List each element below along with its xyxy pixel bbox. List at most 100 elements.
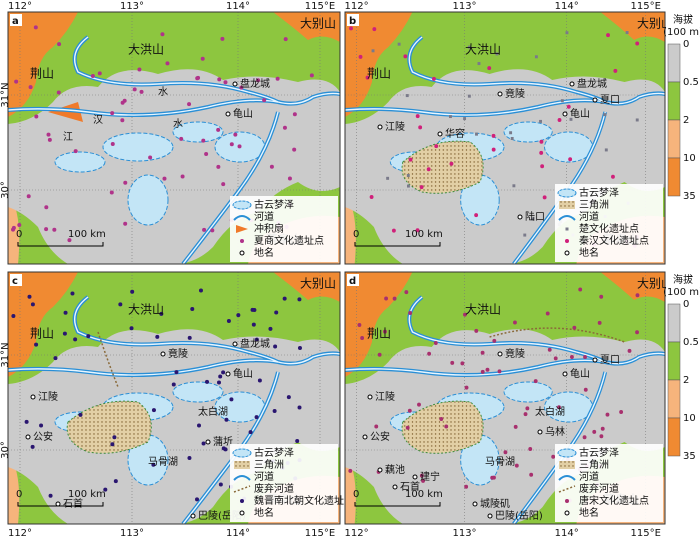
high-relief xyxy=(345,12,665,117)
place-marker xyxy=(367,394,373,400)
site xyxy=(129,326,134,331)
site xyxy=(464,484,469,489)
site xyxy=(487,66,492,71)
site xyxy=(229,397,234,402)
legend-symbol xyxy=(236,225,248,233)
site xyxy=(578,287,583,292)
site xyxy=(272,408,277,413)
elevation-tick: 35 xyxy=(683,191,696,202)
panel-label: b xyxy=(349,16,356,27)
site xyxy=(39,423,44,428)
place-marker xyxy=(437,131,443,137)
site xyxy=(531,217,535,221)
legend-symbol xyxy=(232,200,252,210)
place-name: 龟山 xyxy=(570,108,590,120)
latitude-label: 30° xyxy=(0,441,11,459)
elevation-tick: 0.5 xyxy=(683,337,699,348)
site xyxy=(254,337,259,342)
place-name: 水 xyxy=(158,86,168,98)
site xyxy=(52,227,57,232)
site xyxy=(539,150,544,155)
site xyxy=(180,174,185,179)
site xyxy=(583,387,588,392)
longitude-label: 114° xyxy=(226,1,250,12)
site xyxy=(463,312,467,317)
site xyxy=(220,36,225,41)
legend-label: 三角洲 xyxy=(579,459,609,471)
site xyxy=(110,442,115,447)
place-name: 龟山 xyxy=(570,368,590,380)
place-name: 陆口 xyxy=(525,210,545,223)
site xyxy=(600,426,605,431)
site xyxy=(426,167,431,172)
site xyxy=(417,402,421,407)
place-name: 巴陵(岳阳) xyxy=(495,510,543,522)
site xyxy=(137,67,142,72)
site xyxy=(512,184,516,188)
legend-label: 古云梦泽 xyxy=(579,446,619,459)
site xyxy=(597,320,602,325)
place-marker xyxy=(537,429,543,435)
place-name: 太白湖 xyxy=(198,405,228,418)
plain xyxy=(8,329,340,524)
site xyxy=(357,322,362,327)
site xyxy=(625,31,629,35)
site xyxy=(292,147,297,152)
site xyxy=(474,328,479,333)
place-marker xyxy=(497,91,503,97)
elevation-legend: 海拔(100 m)0 0.5 2 10 35 xyxy=(663,12,700,212)
site xyxy=(283,37,288,42)
latitude-label: 30° xyxy=(0,181,11,199)
site xyxy=(187,335,192,340)
site xyxy=(418,125,423,130)
site xyxy=(539,139,544,144)
site xyxy=(406,173,410,177)
site xyxy=(460,361,465,366)
label-bg xyxy=(10,14,22,26)
elevation-unit: (100 m) xyxy=(663,287,700,298)
color-step xyxy=(667,157,681,197)
site xyxy=(450,360,455,365)
site xyxy=(286,395,291,400)
scale-bar xyxy=(17,242,104,247)
legend-box xyxy=(555,444,663,522)
lake xyxy=(172,381,224,403)
site xyxy=(187,456,192,461)
site xyxy=(224,417,229,422)
site xyxy=(582,435,587,440)
longitude-label: 115°E xyxy=(631,528,661,539)
site xyxy=(467,45,471,49)
site xyxy=(449,115,452,119)
site xyxy=(603,113,607,117)
high-relief xyxy=(345,272,665,377)
site xyxy=(297,405,302,410)
site xyxy=(572,325,577,330)
legend-symbol xyxy=(233,485,251,493)
site xyxy=(309,73,314,78)
site xyxy=(78,412,83,417)
site xyxy=(523,233,527,237)
latitude-label: 31°N xyxy=(0,82,11,107)
site xyxy=(539,119,542,123)
place-marker xyxy=(232,81,238,87)
site xyxy=(196,75,201,80)
legend-symbol xyxy=(234,461,250,469)
site xyxy=(197,423,202,428)
site xyxy=(201,441,206,446)
delta xyxy=(401,400,484,454)
site xyxy=(46,132,51,137)
site xyxy=(123,180,128,185)
legend-label: 河道 xyxy=(254,210,274,223)
site xyxy=(248,430,253,435)
site xyxy=(256,78,261,83)
legend-symbol xyxy=(559,461,575,469)
site xyxy=(155,334,160,339)
site xyxy=(627,348,632,353)
site xyxy=(557,405,561,410)
longitude-label: 115°E xyxy=(305,528,335,539)
place-name: 华容 xyxy=(445,127,465,140)
lake xyxy=(503,381,553,403)
scale-bar xyxy=(354,242,441,247)
legend-label: 河道 xyxy=(579,470,599,483)
